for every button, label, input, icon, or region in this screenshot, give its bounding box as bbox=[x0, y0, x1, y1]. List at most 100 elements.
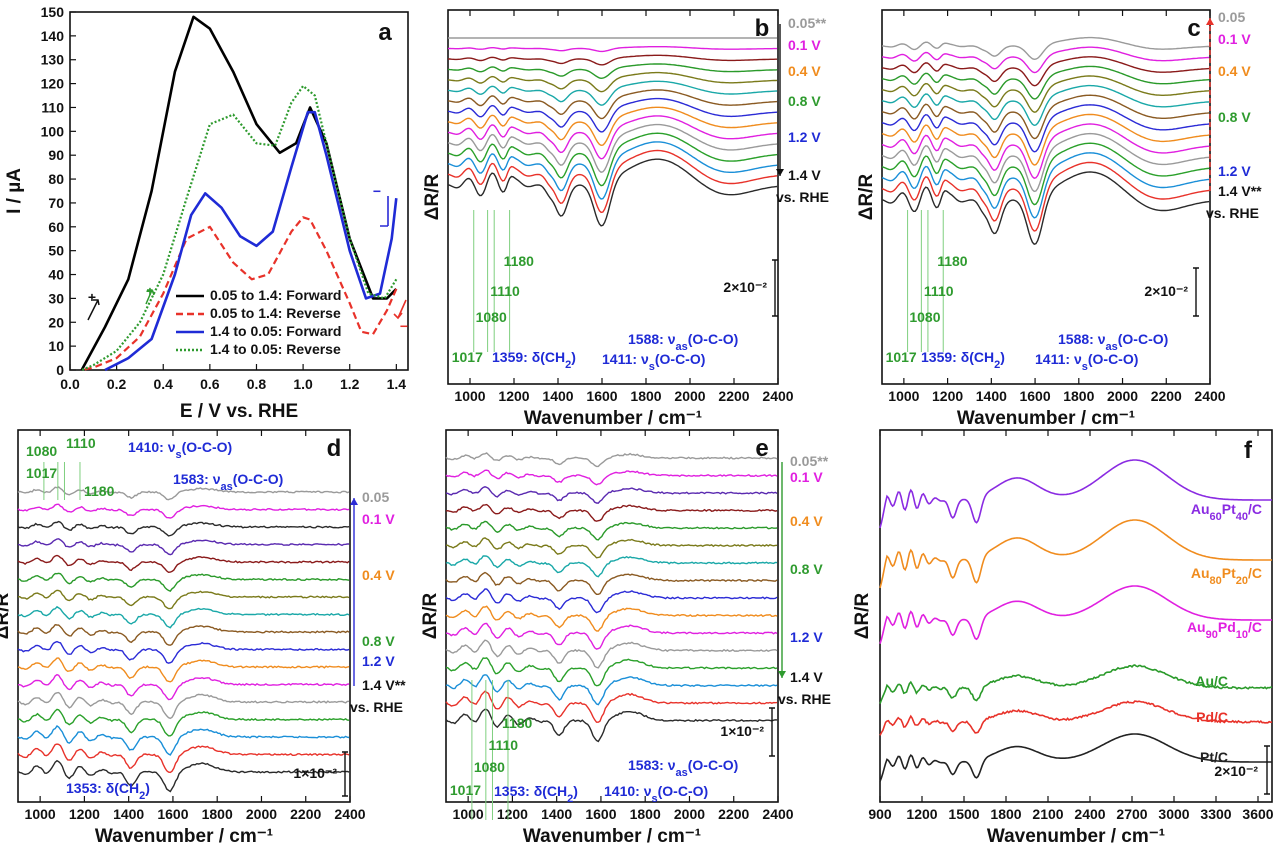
x-axis-label: Wavenumber / cm⁻¹ bbox=[523, 826, 701, 847]
x-tick-label: 1000 bbox=[454, 388, 485, 404]
y-tick-label: 0 bbox=[56, 362, 64, 378]
spectrum-line bbox=[17, 520, 350, 537]
spectrum-line bbox=[881, 36, 1210, 61]
cv-curve bbox=[80, 15, 398, 371]
y-tick-label: 60 bbox=[48, 219, 64, 235]
arrow-head bbox=[776, 169, 784, 176]
panel-c: 1000 1200 1400 1600 1800 2000 2200 2400 Wavenumb… bbox=[856, 9, 1262, 429]
text-fragment: (O-C-O) bbox=[688, 331, 739, 347]
arrow-head bbox=[778, 671, 786, 678]
text-fragment: 80 bbox=[1210, 575, 1222, 587]
series-label: Au/C bbox=[1195, 673, 1228, 689]
peak-label: 1110 bbox=[490, 283, 520, 299]
panel-label: b bbox=[755, 15, 770, 42]
text-fragment: 20 bbox=[1236, 575, 1248, 587]
sign-annotation: − bbox=[373, 183, 381, 199]
text-fragment: 1353: bbox=[494, 783, 534, 799]
reverse-arrow-blue bbox=[374, 196, 388, 226]
x-tick-label: 2200 bbox=[718, 388, 749, 404]
y-tick-label: 30 bbox=[48, 290, 64, 306]
x-tick-label: 2200 bbox=[1151, 388, 1182, 404]
spectrum-line bbox=[879, 585, 1272, 644]
peak-assignment: 1410: νs(O-C-O) bbox=[128, 439, 232, 461]
scale-bar bbox=[1193, 267, 1199, 317]
y-tick-label: 110 bbox=[41, 99, 64, 115]
x-tick-label: 1600 bbox=[585, 806, 616, 822]
spectrum-line bbox=[881, 84, 1210, 127]
y-tick-label: 50 bbox=[48, 243, 64, 259]
potential-label: 0.4 V bbox=[790, 513, 823, 529]
panel-label: e bbox=[755, 435, 768, 462]
potential-label: 0.05 bbox=[362, 489, 389, 505]
x-tick-label: 1800 bbox=[202, 806, 233, 822]
text-fragment: (CH bbox=[540, 349, 565, 365]
text-fragment: s bbox=[176, 449, 182, 461]
spectrum-line bbox=[879, 459, 1272, 529]
spectrum-line bbox=[445, 486, 778, 504]
text-fragment: 2 bbox=[994, 359, 1000, 371]
spectrum-line bbox=[445, 503, 778, 522]
x-tick-label: 0.8 bbox=[247, 376, 267, 392]
spectrum-line bbox=[448, 54, 778, 66]
peak-assignment: 1583: νas(O-C-O) bbox=[173, 471, 283, 493]
text-fragment: 40 bbox=[1236, 511, 1248, 523]
series-label: Au80Pt20/C bbox=[1191, 565, 1262, 587]
scale-bar-label: 2×10⁻² bbox=[723, 279, 767, 295]
potential-label: 0.8 V bbox=[788, 93, 821, 109]
peak-label: 1080 bbox=[26, 443, 57, 459]
spectrum-line bbox=[17, 605, 350, 629]
text-fragment: 1359: bbox=[492, 349, 532, 365]
sign-annotation: − bbox=[400, 318, 408, 334]
potential-label: 0.8 V bbox=[1218, 109, 1251, 125]
text-fragment: (O-C-O) bbox=[688, 757, 739, 773]
x-tick-label: 1.2 bbox=[340, 376, 360, 392]
scale-bar bbox=[769, 707, 775, 757]
text-fragment: ν bbox=[641, 351, 649, 367]
spectrum-line bbox=[881, 123, 1210, 179]
spectrum-line bbox=[17, 691, 350, 720]
spectrum-line bbox=[879, 733, 1272, 782]
potential-label: 1.4 V** bbox=[362, 677, 406, 693]
potential-label: 0.05** bbox=[788, 15, 827, 31]
text-fragment: s bbox=[649, 361, 655, 373]
text-fragment: Au bbox=[1191, 565, 1210, 581]
reference-electrode-label: vs. RHE bbox=[350, 699, 403, 715]
spectrum-line bbox=[17, 657, 350, 683]
spectrum-line bbox=[445, 639, 778, 669]
series-label: Au90Pd10/C bbox=[1187, 619, 1262, 641]
sign-annotation: + bbox=[146, 283, 154, 299]
spectrum-line bbox=[879, 519, 1272, 589]
potential-label: 0.8 V bbox=[790, 561, 823, 577]
potential-label: 0.1 V bbox=[362, 511, 395, 527]
text-fragment: 1359: bbox=[921, 349, 961, 365]
x-tick-label: 1000 bbox=[25, 806, 56, 822]
spectrum-line bbox=[17, 759, 350, 793]
spectrum-line bbox=[447, 80, 778, 106]
spectrum-line bbox=[17, 538, 350, 556]
spectrum-line bbox=[445, 469, 778, 486]
text-fragment: ) bbox=[571, 349, 576, 365]
peak-label: 1080 bbox=[476, 309, 507, 325]
text-fragment: (O-C-O) bbox=[658, 783, 709, 799]
text-fragment: ν bbox=[213, 471, 221, 487]
text-fragment: ) bbox=[145, 780, 150, 796]
spectrum-line bbox=[445, 708, 778, 743]
spectrum-line bbox=[445, 588, 778, 614]
text-fragment: 90 bbox=[1206, 629, 1218, 641]
text-fragment: 1583: bbox=[628, 757, 668, 773]
y-tick-label: 100 bbox=[41, 123, 65, 139]
spectrum-line bbox=[447, 123, 778, 173]
y-axis-label: I / µA bbox=[4, 168, 25, 214]
text-fragment: 60 bbox=[1210, 511, 1222, 523]
reference-electrode-label: vs. RHE bbox=[1206, 205, 1259, 221]
spectrum-line bbox=[17, 708, 350, 737]
spectrum-line bbox=[17, 640, 350, 664]
potential-label: 0.4 V bbox=[362, 567, 395, 583]
text-fragment: (CH bbox=[969, 349, 994, 365]
potential-label: 1.4 V bbox=[788, 167, 821, 183]
text-fragment: (CH bbox=[542, 783, 567, 799]
peak-assignment: 1359: δ(CH2) bbox=[492, 349, 576, 371]
potential-label: 0.4 V bbox=[1218, 63, 1251, 79]
peak-assignment: 1410: νs(O-C-O) bbox=[604, 783, 708, 805]
spectrum-line bbox=[445, 605, 778, 632]
